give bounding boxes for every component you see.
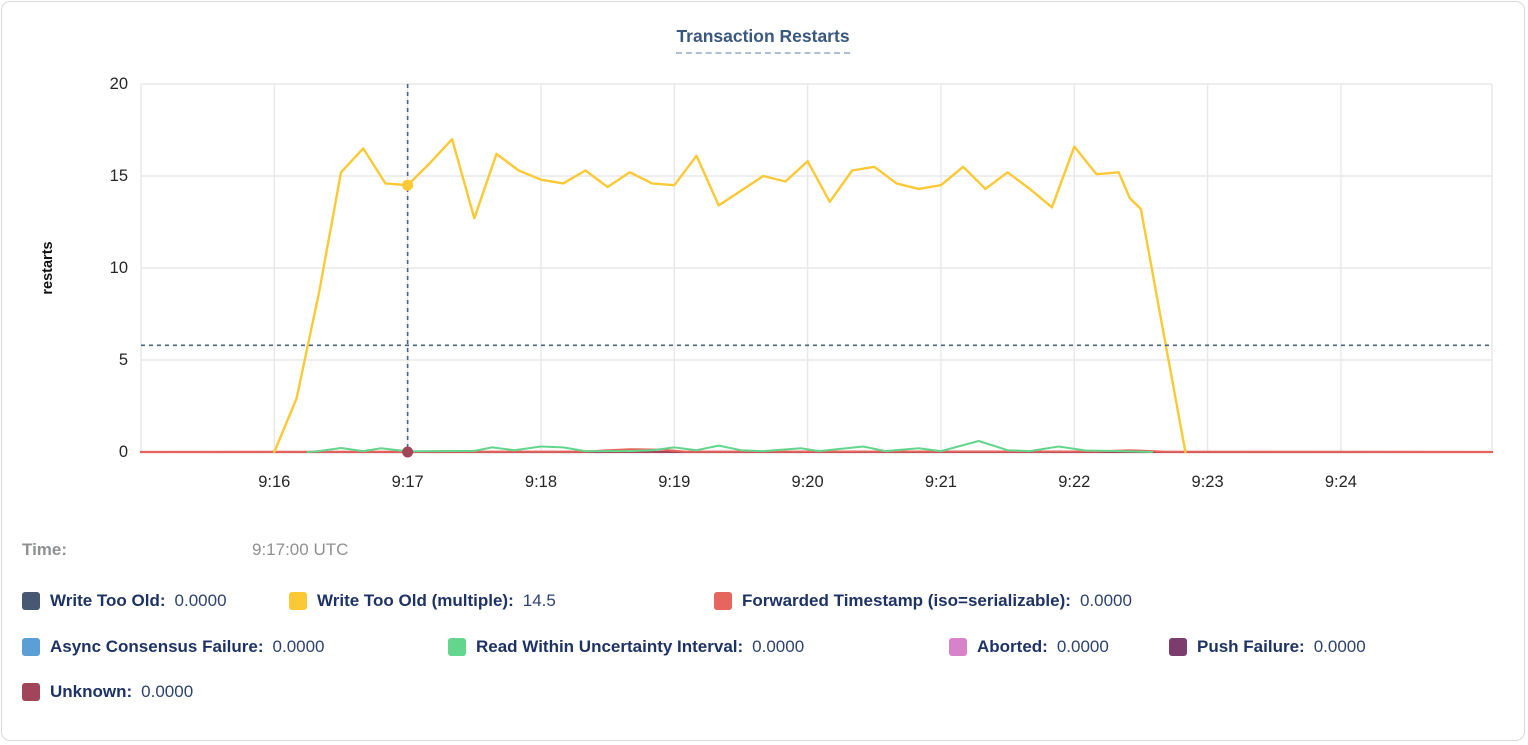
legend-item: Unknown: 0.0000 — [22, 682, 193, 702]
legend-label: Async Consensus Failure: — [50, 637, 264, 656]
x-tick-label: 9:24 — [1325, 473, 1357, 491]
legend-label: Push Failure: — [1197, 637, 1305, 656]
hover-marker — [402, 446, 414, 458]
legend-item: Aborted: 0.0000 — [949, 637, 1169, 657]
x-tick-label: 9:18 — [525, 473, 557, 491]
legend-row-1: Write Too Old: 0.0000 Write Too Old (multi… — [22, 591, 1132, 611]
chart-svg[interactable]: 0 5 10 15 20 9:16 9:17 9:18 9:19 9:20 9:21 9:22 9:23… — [2, 2, 1528, 522]
legend-item: Write Too Old: 0.0000 — [22, 591, 289, 611]
x-tick-label: 9:20 — [792, 473, 824, 491]
legend-swatch-icon — [448, 638, 466, 656]
legend-value: 14.5 — [522, 591, 556, 610]
legend-item: Read Within Uncertainty Interval: 0.0000 — [448, 637, 949, 657]
legend-label: Write Too Old (multiple): — [317, 591, 514, 610]
cursor-time-value: 9:17:00 UTC — [252, 540, 349, 559]
y-tick-label: 20 — [110, 75, 128, 93]
legend-item: Forwarded Timestamp (iso=serializable): 0… — [714, 591, 1132, 611]
legend-item: Write Too Old (multiple): 14.5 — [289, 591, 714, 611]
legend-item: Push Failure: 0.0000 — [1169, 637, 1366, 657]
y-axis-label: restarts — [40, 241, 56, 294]
legend-swatch-icon — [22, 683, 40, 701]
x-tick-label: 9:16 — [258, 473, 290, 491]
cursor-time-label: Time: — [22, 540, 68, 559]
y-tick-label: 10 — [110, 259, 128, 277]
legend-swatch-icon — [1169, 638, 1187, 656]
x-tick-label: 9:22 — [1058, 473, 1090, 491]
legend-item: Async Consensus Failure: 0.0000 — [22, 637, 448, 657]
legend-label: Forwarded Timestamp (iso=serializable): — [742, 591, 1071, 610]
legend-value: 0.0000 — [272, 637, 325, 656]
x-tick-label: 9:23 — [1192, 473, 1224, 491]
legend-value: 0.0000 — [141, 682, 194, 701]
legend-value: 0.0000 — [1079, 591, 1132, 610]
hover-marker — [402, 179, 414, 191]
y-tick-label: 5 — [119, 351, 128, 369]
legend-label: Read Within Uncertainty Interval: — [476, 637, 744, 656]
legend-swatch-icon — [949, 638, 967, 656]
series-line-4 — [306, 440, 1153, 453]
legend-swatch-icon — [714, 592, 732, 610]
legend-value: 0.0000 — [174, 591, 227, 610]
legend-value: 0.0000 — [1313, 637, 1366, 656]
x-tick-label: 9:19 — [658, 473, 690, 491]
y-tick-label: 15 — [110, 167, 128, 185]
legend-swatch-icon — [22, 592, 40, 610]
legend-swatch-icon — [289, 592, 307, 610]
legend-label: Aborted: — [977, 637, 1048, 656]
chart-title-wrap: Transaction Restarts — [2, 26, 1524, 54]
legend-row-3: Unknown: 0.0000 — [22, 682, 193, 702]
legend-row-2: Async Consensus Failure: 0.0000 Read Withi… — [22, 637, 1366, 657]
x-tick-label: 9:21 — [925, 473, 957, 491]
legend-value: 0.0000 — [752, 637, 805, 656]
x-tick-label: 9:17 — [392, 473, 424, 491]
series-line-1 — [273, 138, 1187, 454]
legend-label: Unknown: — [50, 682, 133, 701]
legend-label: Write Too Old: — [50, 591, 166, 610]
legend-swatch-icon — [22, 638, 40, 656]
cursor-time-row: Time: 9:17:00 UTC — [22, 540, 348, 560]
legend-value: 0.0000 — [1056, 637, 1109, 656]
chart-title[interactable]: Transaction Restarts — [676, 26, 850, 54]
y-tick-label: 0 — [119, 443, 128, 461]
